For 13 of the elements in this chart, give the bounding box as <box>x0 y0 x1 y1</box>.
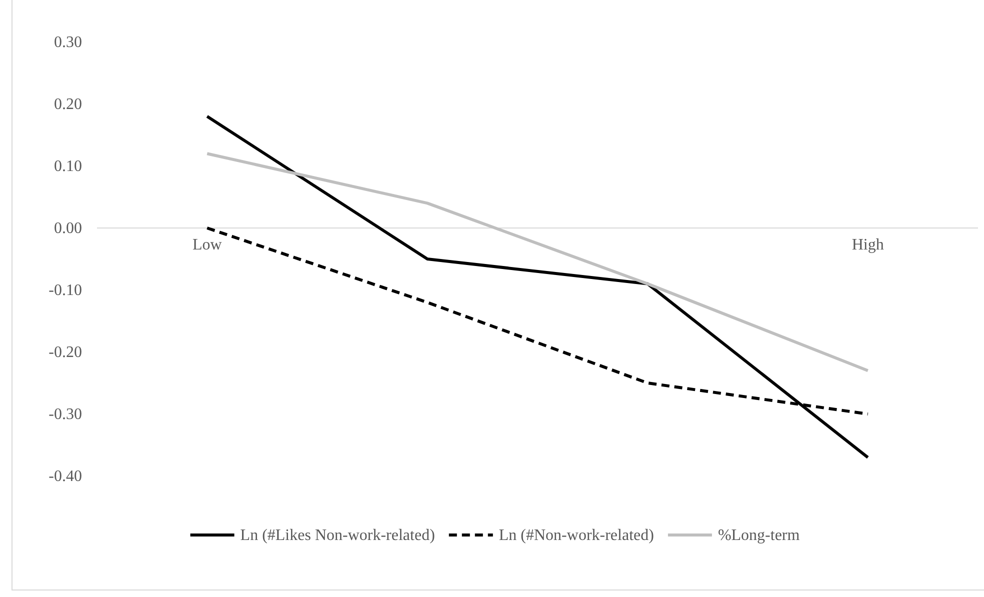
y-tick-label: 0.20 <box>54 96 82 114</box>
y-tick-label: 0.00 <box>54 220 82 238</box>
y-tick-label: -0.30 <box>48 406 82 424</box>
y-tick-label: -0.40 <box>48 468 82 486</box>
x-tick-label: High <box>852 236 884 254</box>
x-tick-label: Low <box>192 236 222 254</box>
legend-label: %Long-term <box>718 527 800 544</box>
legend-label: Ln (#Non-work-related) <box>498 527 654 544</box>
y-tick-label: -0.20 <box>48 344 82 362</box>
legend-label: Ln (#Likes Non-work-related) <box>240 527 435 544</box>
y-tick-label: 0.10 <box>54 158 82 176</box>
y-tick-label: 0.30 <box>54 34 82 52</box>
y-tick-label: -0.10 <box>48 282 82 300</box>
